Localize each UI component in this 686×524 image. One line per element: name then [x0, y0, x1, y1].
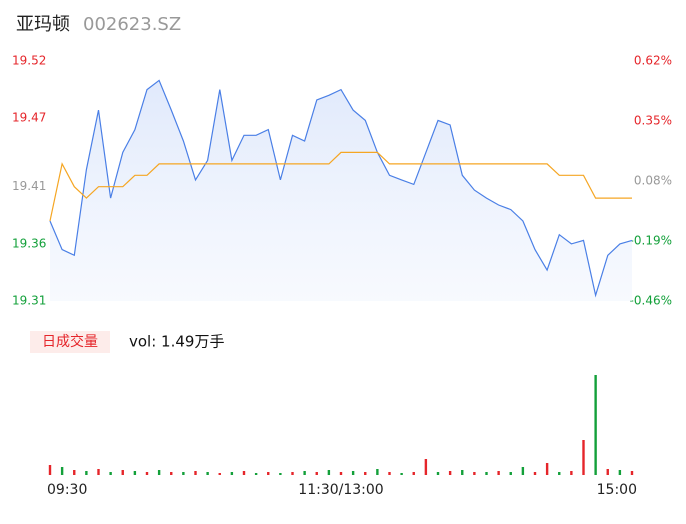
- volume-bar: [339, 472, 343, 475]
- volume-bar: [267, 472, 270, 475]
- average-line: [49, 151, 632, 222]
- chart-subtitle: 002623.SZ: [83, 14, 181, 35]
- volume-bar: [218, 473, 221, 475]
- volume-bar: [570, 471, 573, 475]
- volume-bar: [145, 472, 149, 475]
- volume-bar: [448, 471, 452, 475]
- y-tick-label: 19.52: [12, 54, 46, 68]
- volume-bar: [485, 472, 488, 475]
- y2-tick-label: -0.19%: [630, 234, 672, 248]
- volume-bar: [73, 470, 76, 475]
- y-tick-label: 19.41: [12, 179, 46, 193]
- volume-bar: [315, 472, 318, 475]
- volume-bar: [606, 469, 609, 475]
- x-tick-label: 15:00: [597, 482, 637, 498]
- volume-bar: [412, 472, 415, 475]
- volume-bar: [97, 469, 100, 475]
- y-tick-label: 19.47: [12, 111, 46, 125]
- y-tick-label: 19.36: [12, 236, 46, 250]
- volume-bar: [194, 471, 197, 475]
- y2-tick-label: 0.08%: [634, 174, 672, 188]
- volume-bar: [206, 472, 209, 475]
- y2-tick-label: -0.46%: [630, 294, 672, 308]
- volume-label: vol: 1.49万手: [129, 333, 224, 351]
- price-line: [49, 79, 633, 298]
- volume-bar: [497, 471, 500, 475]
- volume-bar: [400, 473, 403, 475]
- volume-bar: [582, 440, 585, 475]
- volume-bar: [170, 472, 173, 475]
- y2-tick-label: 0.62%: [634, 54, 672, 68]
- volume-bar: [121, 470, 124, 475]
- volume-bar: [509, 472, 512, 475]
- volume-bar: [85, 471, 88, 475]
- x-tick-label: 11:30/13:00: [298, 482, 383, 498]
- volume-bar: [279, 473, 282, 475]
- volume-bar: [133, 471, 137, 475]
- volume-bar: [351, 471, 355, 475]
- volume-bar: [254, 473, 258, 475]
- volume-bar: [545, 463, 549, 475]
- volume-bar: [157, 470, 161, 475]
- volume-bar: [533, 472, 537, 475]
- volume-bar: [618, 470, 622, 475]
- volume-bar: [230, 472, 234, 475]
- volume-bar: [182, 472, 185, 475]
- volume-bar: [242, 471, 246, 475]
- volume-bar: [630, 471, 634, 475]
- volume-bar: [109, 472, 112, 475]
- volume-bar: [558, 472, 561, 475]
- volume-bar: [327, 470, 331, 475]
- chart-title: 亚玛顿: [16, 14, 70, 35]
- volume-bar: [376, 469, 379, 475]
- volume-bar: [303, 471, 306, 475]
- y2-tick-label: 0.35%: [634, 114, 672, 128]
- volume-bar: [388, 472, 391, 475]
- price-area: [50, 80, 632, 302]
- volume-bar: [473, 472, 476, 475]
- volume-badge: [30, 331, 110, 353]
- y-tick-label: 19.31: [12, 294, 46, 308]
- volume-bar: [60, 467, 64, 475]
- volume-bar: [521, 467, 525, 475]
- volume-bar: [436, 472, 440, 475]
- volume-bar: [424, 459, 428, 475]
- volume-bar: [461, 470, 464, 475]
- volume-title: 日成交量: [42, 333, 98, 350]
- volume-bar: [594, 375, 597, 475]
- x-tick-label: 09:30: [47, 482, 87, 498]
- volume-bar: [48, 465, 52, 475]
- volume-bar: [364, 472, 367, 475]
- volume-bar: [291, 472, 294, 475]
